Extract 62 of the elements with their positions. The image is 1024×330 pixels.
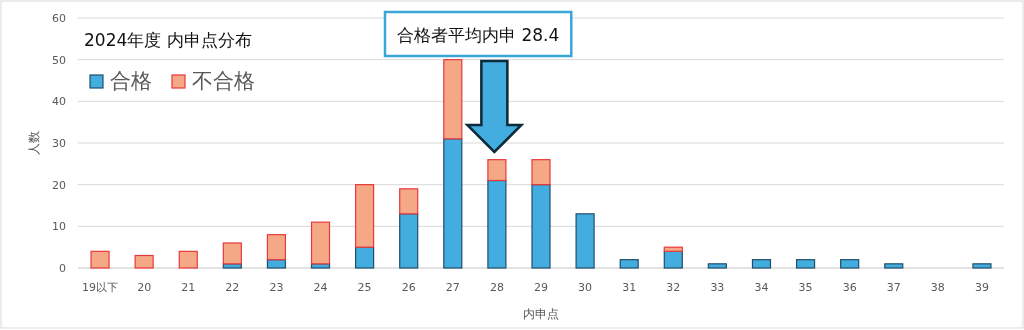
bar	[531, 159, 551, 186]
bar	[663, 246, 683, 252]
bar	[399, 188, 419, 215]
y-tick-label: 50	[52, 53, 66, 67]
x-tick-label: 32	[666, 281, 681, 294]
bar	[619, 259, 639, 269]
x-tick-label: 25	[357, 281, 372, 294]
y-tick-label: 40	[52, 95, 66, 109]
y-tick-label: 60	[52, 12, 66, 25]
bar	[90, 250, 110, 269]
bar	[707, 263, 727, 269]
x-tick-label: 35	[798, 281, 813, 294]
bar	[310, 263, 331, 269]
bar	[751, 259, 772, 269]
y-tick-label: 0	[59, 262, 66, 275]
x-tick-label: 34	[754, 281, 769, 294]
bar	[266, 259, 287, 269]
bar	[487, 179, 507, 269]
legend-label: 不合格	[192, 69, 255, 93]
x-axis-title: 内申点	[523, 307, 559, 321]
bar	[222, 242, 242, 265]
bar	[222, 263, 242, 269]
bar	[355, 184, 375, 248]
x-tick-label: 33	[710, 281, 725, 294]
x-tick-label: 24	[313, 281, 328, 294]
text: 2024年度 内申点分布	[84, 30, 252, 50]
bar	[795, 259, 816, 269]
x-tick-label: 30	[578, 281, 593, 294]
x-tick-label: 31	[622, 281, 637, 294]
bar	[487, 159, 507, 182]
bar	[884, 263, 904, 269]
x-tick-label: 38	[930, 281, 945, 294]
legend-label: 合格	[110, 69, 152, 93]
x-tick-label: 37	[886, 281, 901, 294]
bar	[134, 254, 154, 269]
y-tick-label: 30	[52, 137, 66, 150]
y-tick-label: 20	[52, 178, 66, 192]
bar	[531, 184, 551, 269]
bar	[443, 138, 463, 269]
bar	[972, 263, 992, 269]
bar	[399, 213, 419, 269]
bar	[266, 234, 287, 261]
bar	[840, 259, 860, 269]
bar	[355, 246, 375, 269]
x-tick-label: 21	[181, 281, 196, 294]
bar	[178, 250, 198, 269]
x-tick-label: 23	[269, 281, 284, 294]
x-tick-label: 39	[974, 281, 989, 294]
x-tick-label: 28	[489, 281, 504, 294]
annotation: 合格者平均内申 28.4	[397, 25, 560, 45]
x-tick-label: 22	[225, 281, 240, 294]
bar	[663, 250, 683, 269]
y-tick-label: 10	[52, 220, 66, 234]
x-tick-label: 36	[842, 281, 857, 294]
x-tick-label: 26	[401, 281, 416, 294]
x-tick-label: 19以下	[82, 281, 119, 294]
x-tick-label: 29	[534, 281, 548, 294]
bar	[310, 221, 331, 265]
x-tick-label: 20	[137, 281, 152, 294]
x-tick-label: 27	[445, 281, 460, 294]
bar	[575, 213, 595, 269]
y-axis-title: 人数	[27, 131, 41, 155]
